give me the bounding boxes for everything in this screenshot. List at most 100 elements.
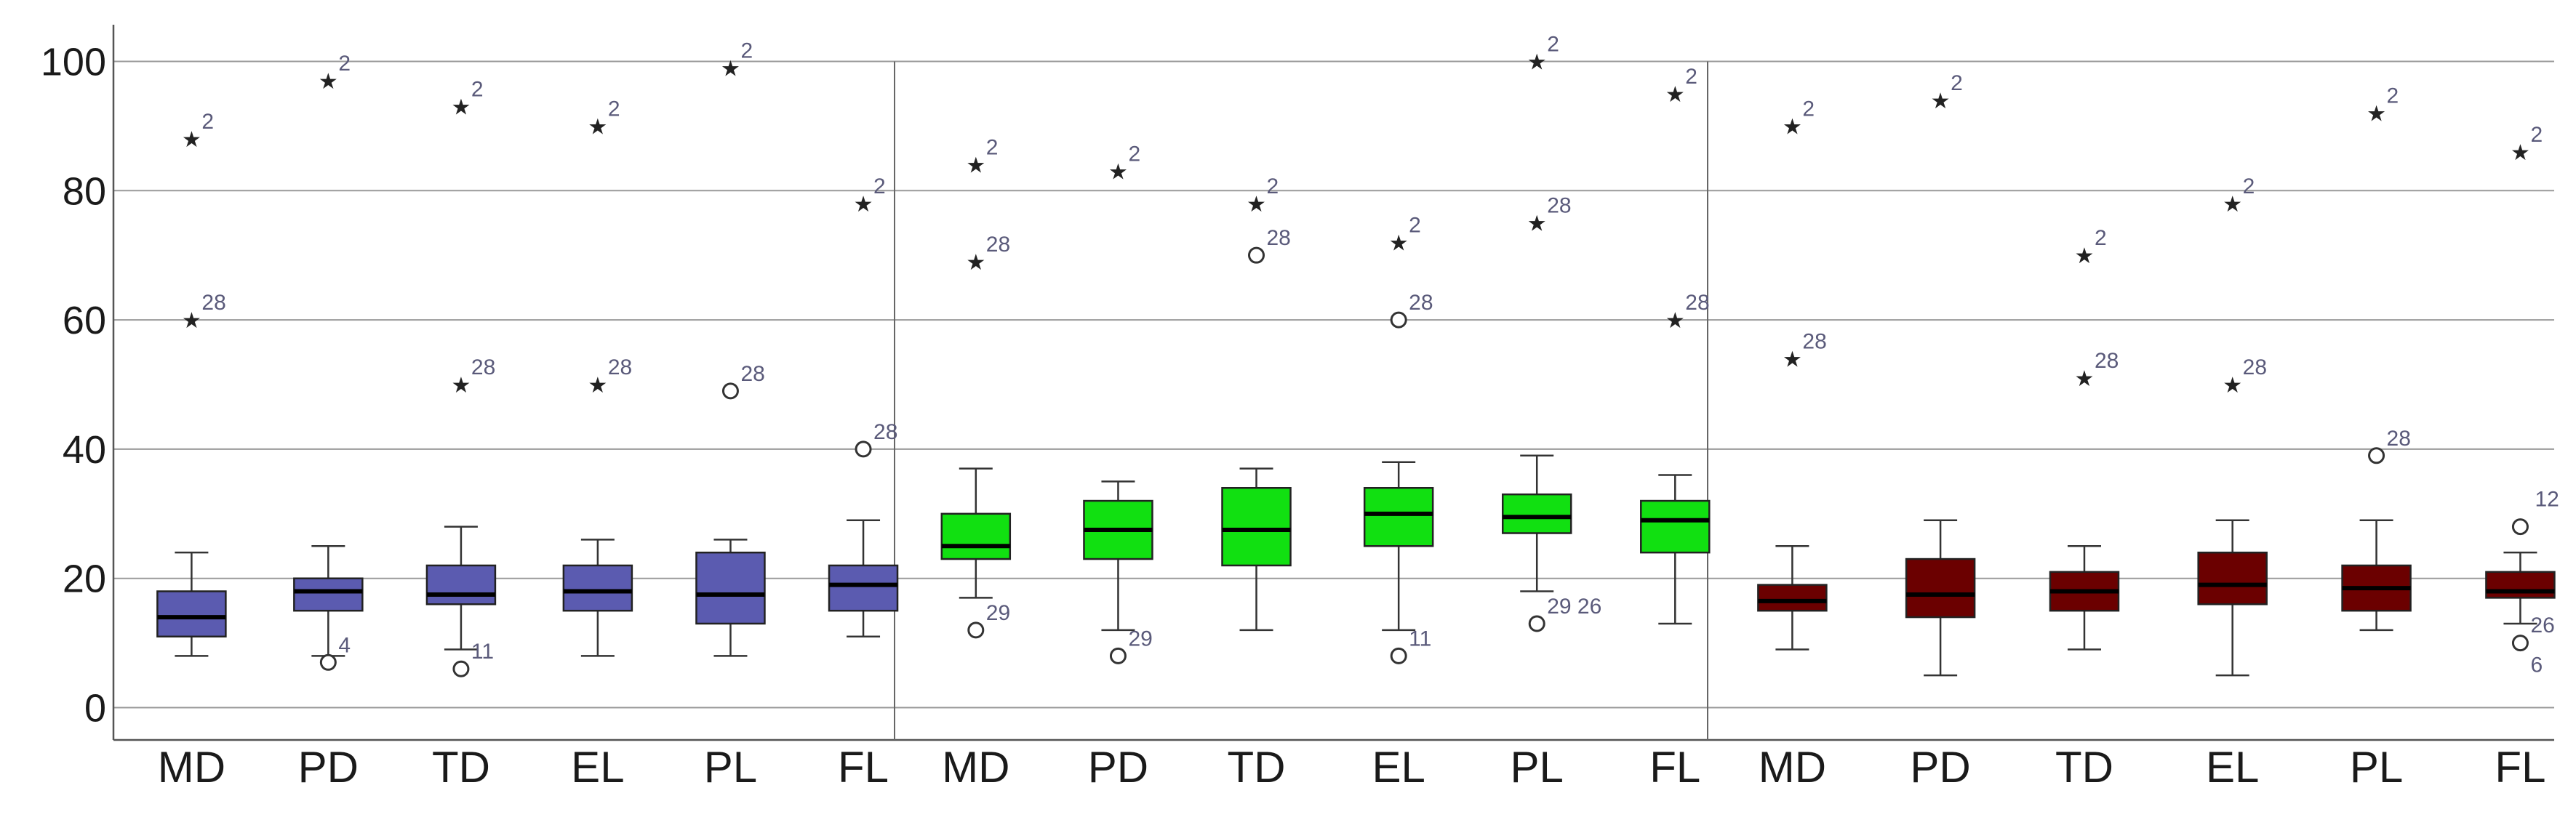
- outlier-case-label: 2: [2387, 84, 2399, 108]
- category-label: EL: [1372, 743, 1425, 792]
- y-tick-label: 0: [84, 687, 106, 731]
- outlier-case-label: 28: [1685, 291, 1709, 315]
- extreme-outlier-star: ★: [966, 250, 985, 275]
- extreme-outlier-star: ★: [182, 127, 201, 153]
- outlier-case-label: 28: [740, 362, 764, 386]
- extreme-outlier-star: ★: [2075, 244, 2095, 269]
- category-label: MD: [158, 743, 225, 792]
- box-pd: [293, 577, 364, 612]
- outlier-circle: [2511, 518, 2529, 536]
- outlier-circle: [2368, 447, 2385, 464]
- outlier-case-label: 28: [201, 291, 225, 315]
- box-pd: [1905, 558, 1976, 619]
- extreme-outlier-star: ★: [854, 192, 873, 217]
- extreme-outlier-star: ★: [721, 56, 740, 81]
- category-label: PL: [704, 743, 757, 792]
- extreme-outlier-star: ★: [1783, 114, 1802, 140]
- outlier-case-label: 2: [1267, 174, 1279, 198]
- outlier-case-label: 2: [873, 174, 886, 198]
- category-label: PD: [1910, 743, 1970, 792]
- category-label: MD: [942, 743, 1009, 792]
- extreme-outlier-star: ★: [451, 95, 471, 121]
- category-label: TD: [432, 743, 490, 792]
- y-tick-label: 40: [63, 428, 106, 472]
- outlier-case-label: 2: [338, 52, 351, 76]
- outlier-case-label: 28: [1802, 329, 1826, 353]
- outlier-case-label: 11: [1409, 627, 1431, 651]
- extreme-outlier-star: ★: [1931, 89, 1951, 114]
- extreme-outlier-star: ★: [1247, 192, 1266, 217]
- extreme-outlier-star: ★: [588, 114, 607, 140]
- box-fl: [2485, 571, 2556, 599]
- outlier-case-label: 12: [2535, 488, 2559, 512]
- outlier-circle: [1390, 311, 1407, 329]
- outlier-circle: [319, 653, 337, 671]
- category-label: TD: [1228, 743, 1286, 792]
- extreme-outlier-star: ★: [1665, 308, 1685, 334]
- extreme-outlier-star: ★: [2223, 192, 2242, 217]
- category-label: FL: [838, 743, 889, 792]
- box-td: [425, 564, 497, 605]
- outlier-case-label: 29: [1128, 627, 1152, 651]
- category-label: PL: [1511, 743, 1564, 792]
- category-label: PD: [1088, 743, 1148, 792]
- outlier-circle: [1109, 647, 1127, 664]
- extreme-outlier-star: ★: [588, 373, 607, 398]
- box-md: [940, 512, 1012, 560]
- outlier-case-label: 4: [338, 633, 351, 657]
- category-label: EL: [571, 743, 624, 792]
- outlier-case-label: 26: [2530, 613, 2554, 637]
- outlier-circle: [721, 382, 739, 400]
- extreme-outlier-star: ★: [1389, 230, 1409, 256]
- outlier-case-label: 2: [740, 39, 753, 63]
- box-pl: [695, 551, 766, 625]
- outlier-case-label: 2: [1685, 65, 1697, 89]
- y-tick-label: 20: [63, 558, 106, 601]
- outlier-case-label: 2: [201, 110, 214, 134]
- outlier-case-label: 28: [2387, 427, 2411, 451]
- extreme-outlier-star: ★: [2223, 373, 2242, 398]
- box-pl: [1501, 493, 1572, 534]
- outlier-case-label: 2: [1951, 71, 1963, 95]
- outlier-case-label: 2: [986, 136, 999, 160]
- box-el: [562, 564, 633, 612]
- y-tick-label: 60: [63, 299, 106, 342]
- extreme-outlier-star: ★: [319, 69, 338, 94]
- outlier-case-label: 28: [471, 355, 495, 379]
- extreme-outlier-star: ★: [1783, 347, 1802, 372]
- box-fl: [1640, 499, 1711, 554]
- outlier-case-label: 28: [986, 233, 1010, 257]
- outlier-case-label: 28: [1267, 226, 1291, 250]
- category-label: TD: [2055, 743, 2113, 792]
- outlier-case-label: 2: [1409, 213, 1421, 237]
- outlier-case-label: 2: [2243, 174, 2255, 198]
- extreme-outlier-star: ★: [2367, 102, 2386, 127]
- box-el: [1363, 487, 1434, 547]
- outlier-case-label: 28: [1409, 291, 1433, 315]
- outlier-circle: [967, 621, 985, 639]
- category-label: PD: [298, 743, 359, 792]
- y-tick-label: 80: [63, 169, 106, 213]
- outlier-case-label: 2: [1802, 97, 1815, 121]
- outlier-case-label: 6: [2530, 653, 2543, 677]
- category-label: PL: [2350, 743, 2403, 792]
- outlier-case-label: 29: [986, 601, 1010, 625]
- category-label: FL: [1649, 743, 1700, 792]
- extreme-outlier-star: ★: [2075, 366, 2095, 392]
- extreme-outlier-star: ★: [182, 308, 201, 334]
- outlier-case-label: 2: [471, 78, 484, 102]
- outlier-case-label: 2: [608, 97, 620, 121]
- box-md: [156, 590, 227, 637]
- outlier-case-label: 28: [608, 355, 632, 379]
- outlier-case-label: 28: [873, 420, 897, 444]
- extreme-outlier-star: ★: [2511, 140, 2530, 166]
- outlier-case-label: 28: [2243, 355, 2267, 379]
- outlier-case-label: 28: [1547, 194, 1571, 218]
- outlier-case-label: 29 26: [1547, 595, 1601, 619]
- box-td: [1221, 487, 1292, 567]
- extreme-outlier-star: ★: [451, 373, 471, 398]
- outlier-circle: [855, 440, 872, 458]
- box-md: [1757, 584, 1828, 612]
- extreme-outlier-star: ★: [1527, 49, 1547, 75]
